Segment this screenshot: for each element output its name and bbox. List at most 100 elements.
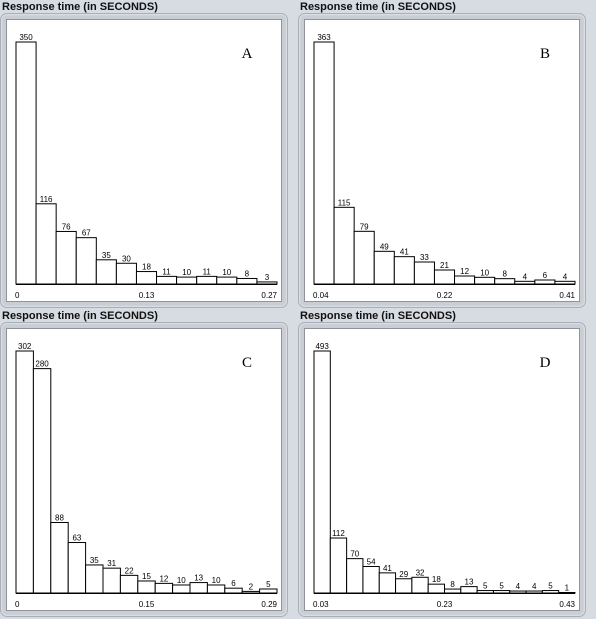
histogram-bar [329,537,348,594]
chart-panel-d: Response time (in SECONDS) 493 112 70 54 41 2… [298,309,592,617]
histogram-svg: 363 115 79 49 41 33 21 12 10 8 4 6 4 0.04 0.22 0.41 B [313,33,576,300]
bar-count-label: 11 [203,267,212,276]
histogram-bar [554,280,576,285]
bar-count-label: 493 [315,342,329,351]
bar-count-label: 5 [548,582,553,591]
histogram-bar [427,583,446,594]
bar-count-label: 88 [55,513,64,522]
histogram-bar [378,572,397,594]
histogram-bar [196,275,218,285]
bar-count-label: 21 [440,261,449,270]
histogram-bar [216,276,238,285]
histogram-bar [236,277,258,285]
panel-letter-label: A [242,46,253,62]
histogram-bar [534,279,556,285]
histogram-bar [256,281,278,285]
bar-count-label: 6 [231,579,236,588]
x-tick-label: 0.22 [437,291,453,300]
bar-count-label: 4 [563,272,568,281]
histogram-bar [413,261,435,285]
panel-title: Response time (in SECONDS) [300,1,456,13]
histogram-bar [172,584,191,594]
histogram-bar [32,368,52,594]
panel-frame: 302 280 88 63 35 31 22 15 12 10 13 10 6 2 5 0 0.15 0.29 C [0,322,288,617]
bar-count-label: 5 [266,580,271,589]
bar-count-label: 67 [82,229,91,238]
bar-count-label: 10 [222,268,231,277]
histogram-bar [206,584,226,594]
histogram-bar [362,565,380,594]
histogram-bar [313,350,331,594]
bar-count-label: 6 [543,271,548,280]
bar-count-label: 22 [125,566,134,575]
histogram-bar [102,567,121,594]
histogram-bar [313,41,335,285]
bar-count-label: 30 [122,254,131,263]
x-tick-label: 0.23 [437,600,453,609]
histogram-bar [156,275,178,285]
histogram-bar [119,574,139,594]
bar-count-label: 31 [107,559,116,568]
bar-count-label: 363 [317,33,331,42]
histogram-bar [55,230,77,285]
bar-count-label: 18 [142,263,151,272]
plot-area: 493 112 70 54 41 29 32 18 8 13 5 5 4 4 5 1 0.03 0.23 0.43 D [304,328,580,611]
bar-count-label: 76 [62,222,71,231]
panel-title: Response time (in SECONDS) [2,310,158,322]
histogram-bar [411,576,429,594]
panel-frame: 350 116 76 67 35 30 18 11 10 11 10 8 3 0 0.13 0.27 A [0,13,288,308]
histogram-bar [224,587,243,594]
x-tick-label: 0.41 [559,291,575,300]
histogram-bar [333,206,355,285]
x-tick-label: 0 [15,291,20,300]
histogram-bar [395,578,413,594]
bar-count-label: 54 [367,557,376,566]
bar-count-label: 32 [416,568,425,577]
histogram-bar [353,230,375,285]
bar-count-label: 49 [380,242,389,251]
bar-count-label: 350 [19,33,33,42]
bar-count-label: 18 [432,575,441,584]
histogram-bar [454,275,476,285]
histogram-bar [137,580,156,594]
plot-area: 350 116 76 67 35 30 18 11 10 11 10 8 3 0 0.13 0.27 A [6,19,282,302]
bar-count-label: 29 [399,570,408,579]
panel-title: Response time (in SECONDS) [2,1,158,13]
histogram-bar [492,590,511,594]
bar-count-label: 8 [503,270,508,279]
bar-count-label: 4 [516,582,521,591]
bar-count-label: 1 [565,584,570,593]
bar-count-label: 8 [450,580,455,589]
histogram-bar [154,582,174,594]
bar-count-label: 41 [400,248,409,257]
bar-count-label: 13 [465,578,474,587]
bar-count-label: 35 [90,556,99,565]
panel-letter-label: D [540,355,551,371]
bar-count-label: 3 [265,273,270,282]
bar-count-label: 10 [480,268,489,277]
histogram-bar [35,203,57,285]
histogram-bar [75,237,97,285]
bar-count-label: 10 [212,576,221,585]
bar-count-label: 2 [249,582,254,591]
chart-panel-b: Response time (in SECONDS) 363 115 79 49 41 3… [298,0,592,308]
panel-frame: 363 115 79 49 41 33 21 12 10 8 4 6 4 0.04 0.22 0.41 B [298,13,586,308]
x-tick-label: 0.27 [261,291,277,300]
x-tick-label: 0 [15,600,20,609]
histogram-bar [85,564,104,594]
bar-count-label: 33 [420,253,429,262]
panel-title: Response time (in SECONDS) [300,310,456,322]
bar-count-label: 10 [177,576,186,585]
bar-count-label: 35 [102,251,111,260]
histogram-bar [259,588,278,594]
histogram-bar [50,521,69,594]
chart-panel-a: Response time (in SECONDS) 350 116 76 67 35 3… [0,0,294,308]
bar-count-label: 10 [182,268,191,277]
histogram-bar [444,588,462,594]
x-tick-label: 0.29 [261,600,277,609]
bar-count-label: 5 [499,582,504,591]
histogram-bar [525,590,543,594]
histogram-bar [95,259,117,285]
bar-count-label: 116 [40,195,53,204]
